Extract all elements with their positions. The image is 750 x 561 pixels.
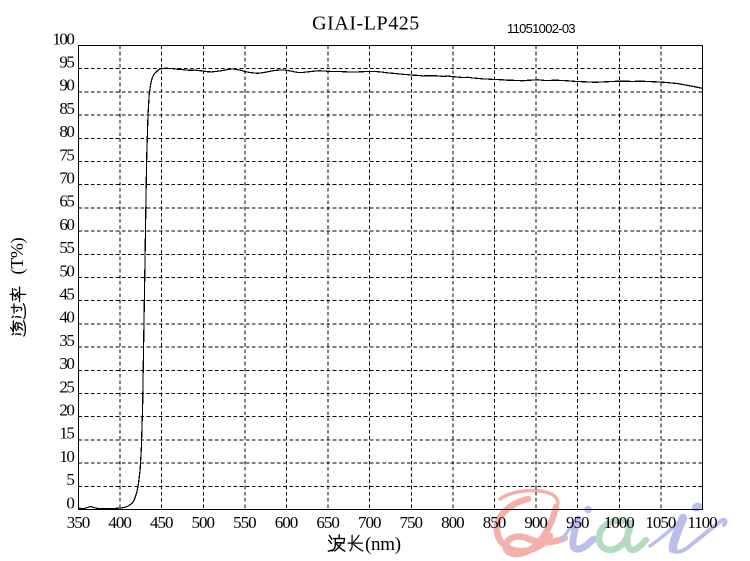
- svg-text:45: 45: [59, 285, 74, 304]
- svg-text:600: 600: [275, 513, 298, 532]
- svg-text:95: 95: [59, 53, 74, 72]
- svg-text:40: 40: [59, 308, 74, 327]
- svg-text:55: 55: [59, 238, 74, 257]
- svg-text:700: 700: [358, 513, 381, 532]
- svg-text:75: 75: [59, 145, 74, 164]
- svg-text:35: 35: [59, 331, 74, 350]
- svg-text:(T%): (T%): [7, 237, 28, 274]
- svg-text:1050: 1050: [645, 513, 676, 532]
- svg-text:800: 800: [441, 513, 464, 532]
- svg-text:10: 10: [59, 447, 74, 466]
- svg-text:1000: 1000: [604, 513, 635, 532]
- svg-text:70: 70: [59, 169, 74, 188]
- svg-text:100: 100: [52, 29, 74, 48]
- svg-text:0: 0: [66, 493, 74, 512]
- svg-text:950: 950: [566, 513, 589, 532]
- svg-text:450: 450: [150, 513, 173, 532]
- svg-text:550: 550: [233, 513, 256, 532]
- svg-text:90: 90: [59, 76, 74, 95]
- svg-text:350: 350: [67, 513, 90, 532]
- svg-text:65: 65: [59, 192, 74, 211]
- svg-text:80: 80: [59, 122, 74, 141]
- svg-text:60: 60: [59, 215, 74, 234]
- svg-text:50: 50: [59, 261, 74, 280]
- svg-text:20: 20: [59, 401, 74, 420]
- svg-text:15: 15: [59, 424, 74, 443]
- svg-text:30: 30: [59, 354, 74, 373]
- svg-text:GIAI-LP425: GIAI-LP425: [312, 13, 420, 35]
- svg-text:1100: 1100: [687, 513, 717, 532]
- svg-text:900: 900: [524, 513, 547, 532]
- svg-text:(nm): (nm): [365, 534, 401, 555]
- svg-text:85: 85: [59, 99, 74, 118]
- svg-text:25: 25: [59, 377, 74, 396]
- svg-text:750: 750: [400, 513, 423, 532]
- svg-text:850: 850: [483, 513, 506, 532]
- svg-text:500: 500: [192, 513, 215, 532]
- svg-text:5: 5: [66, 470, 74, 489]
- svg-text:11051002-03: 11051002-03: [507, 21, 575, 36]
- svg-text:650: 650: [316, 513, 339, 532]
- svg-text:400: 400: [108, 513, 131, 532]
